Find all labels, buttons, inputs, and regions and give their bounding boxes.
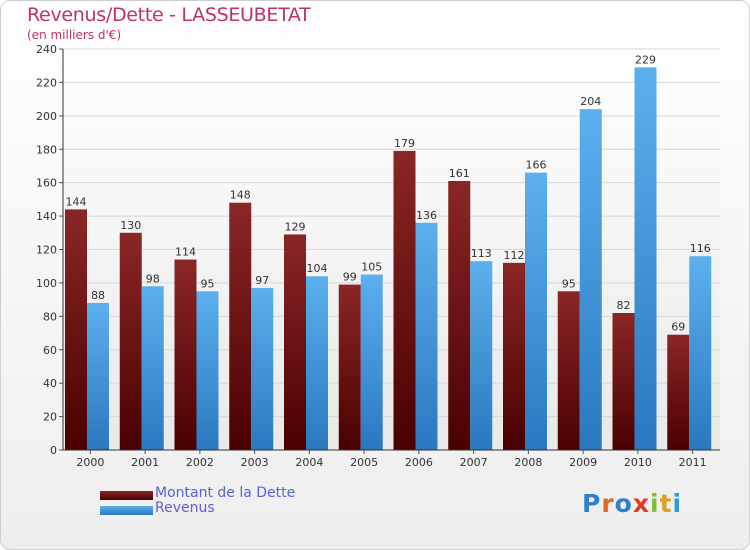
data-label: 99	[343, 271, 357, 284]
x-tick-label: 2007	[460, 456, 488, 469]
bar-dette	[338, 284, 361, 450]
data-label: 105	[361, 261, 382, 274]
data-label: 114	[175, 246, 196, 259]
y-tick-label: 0	[50, 444, 57, 457]
x-tick-label: 2003	[241, 456, 269, 469]
chart-title: Revenus/Dette - LASSEUBETAT	[27, 4, 311, 26]
data-label: 161	[449, 167, 470, 180]
data-label: 130	[120, 219, 141, 232]
x-tick-label: 2005	[350, 456, 378, 469]
data-label: 82	[617, 299, 631, 312]
bar-revenus	[251, 287, 274, 450]
x-tick-label: 2004	[295, 456, 323, 469]
y-tick-label: 140	[36, 210, 57, 223]
y-tick-label: 60	[43, 344, 57, 357]
bar-revenus	[306, 276, 328, 450]
y-tick-label: 180	[36, 143, 57, 156]
y-tick-label: 160	[36, 177, 57, 190]
logo-letter: r	[601, 489, 615, 518]
data-label: 136	[416, 209, 437, 222]
bar-revenus	[415, 222, 438, 450]
data-label: 112	[504, 249, 525, 262]
bar-revenus	[87, 302, 109, 450]
legend-label-dette: Montant de la Dette	[155, 485, 296, 501]
data-label: 129	[285, 220, 306, 233]
bar-dette	[229, 202, 252, 450]
data-label: 97	[255, 274, 269, 287]
bar-revenus	[525, 172, 547, 450]
y-tick-label: 20	[43, 411, 57, 424]
bar-dette	[65, 209, 87, 450]
x-tick-label: 2006	[405, 456, 433, 469]
bar-dette	[503, 262, 525, 450]
x-tick-label: 2008	[514, 456, 542, 469]
x-tick-label: 2011	[679, 456, 707, 469]
data-label: 104	[307, 262, 328, 275]
data-label: 148	[230, 189, 251, 202]
x-tick-label: 2001	[131, 456, 159, 469]
x-tick-label: 2000	[76, 456, 104, 469]
logo-letter: P	[582, 489, 602, 518]
logo-letter: o	[614, 489, 633, 518]
bar-revenus	[579, 109, 602, 451]
y-tick-label: 40	[43, 377, 57, 390]
data-label: 144	[66, 195, 87, 208]
bar-revenus	[470, 261, 493, 450]
logo-letter: x	[632, 489, 650, 518]
data-label: 116	[690, 242, 711, 255]
chart-subtitle: (en milliers d'€)	[27, 28, 122, 42]
bar-dette	[667, 334, 690, 450]
data-label: 88	[91, 289, 105, 302]
bar-dette	[393, 150, 416, 450]
bar-revenus	[196, 291, 219, 450]
data-label: 98	[146, 272, 160, 285]
data-label: 179	[394, 137, 415, 150]
bar-revenus	[689, 256, 712, 450]
y-tick-label: 200	[36, 110, 57, 123]
legend-swatch-revenus	[100, 506, 153, 515]
y-tick-label: 220	[36, 76, 57, 89]
bar-dette	[284, 234, 306, 450]
logo-letter: i	[650, 489, 660, 518]
y-tick-label: 100	[36, 277, 57, 290]
data-label: 229	[635, 53, 656, 66]
x-tick-label: 2002	[186, 456, 214, 469]
legend-label-revenus: Revenus	[155, 500, 215, 516]
bar-dette	[174, 259, 197, 450]
bar-revenus	[360, 274, 383, 450]
legend-swatch-dette	[100, 491, 153, 500]
bar-revenus	[634, 67, 657, 451]
x-tick-label: 2010	[624, 456, 652, 469]
y-tick-label: 80	[43, 310, 57, 323]
bar-dette	[557, 291, 580, 450]
data-label: 69	[671, 321, 685, 334]
x-tick-label: 2009	[569, 456, 597, 469]
bar-revenus	[141, 286, 164, 450]
bar-dette	[612, 312, 635, 450]
y-tick-label: 240	[36, 43, 57, 56]
data-label: 166	[526, 159, 547, 172]
proxiti-logo: Proxiti	[582, 489, 682, 518]
y-tick-label: 120	[36, 244, 57, 257]
data-label: 95	[201, 277, 215, 290]
logo-letter: t	[659, 489, 673, 518]
logo-letter: i	[672, 489, 683, 518]
bar-dette	[448, 180, 471, 450]
bar-dette	[119, 232, 142, 450]
data-label: 204	[580, 95, 601, 108]
data-label: 95	[562, 277, 576, 290]
data-label: 113	[471, 247, 492, 260]
